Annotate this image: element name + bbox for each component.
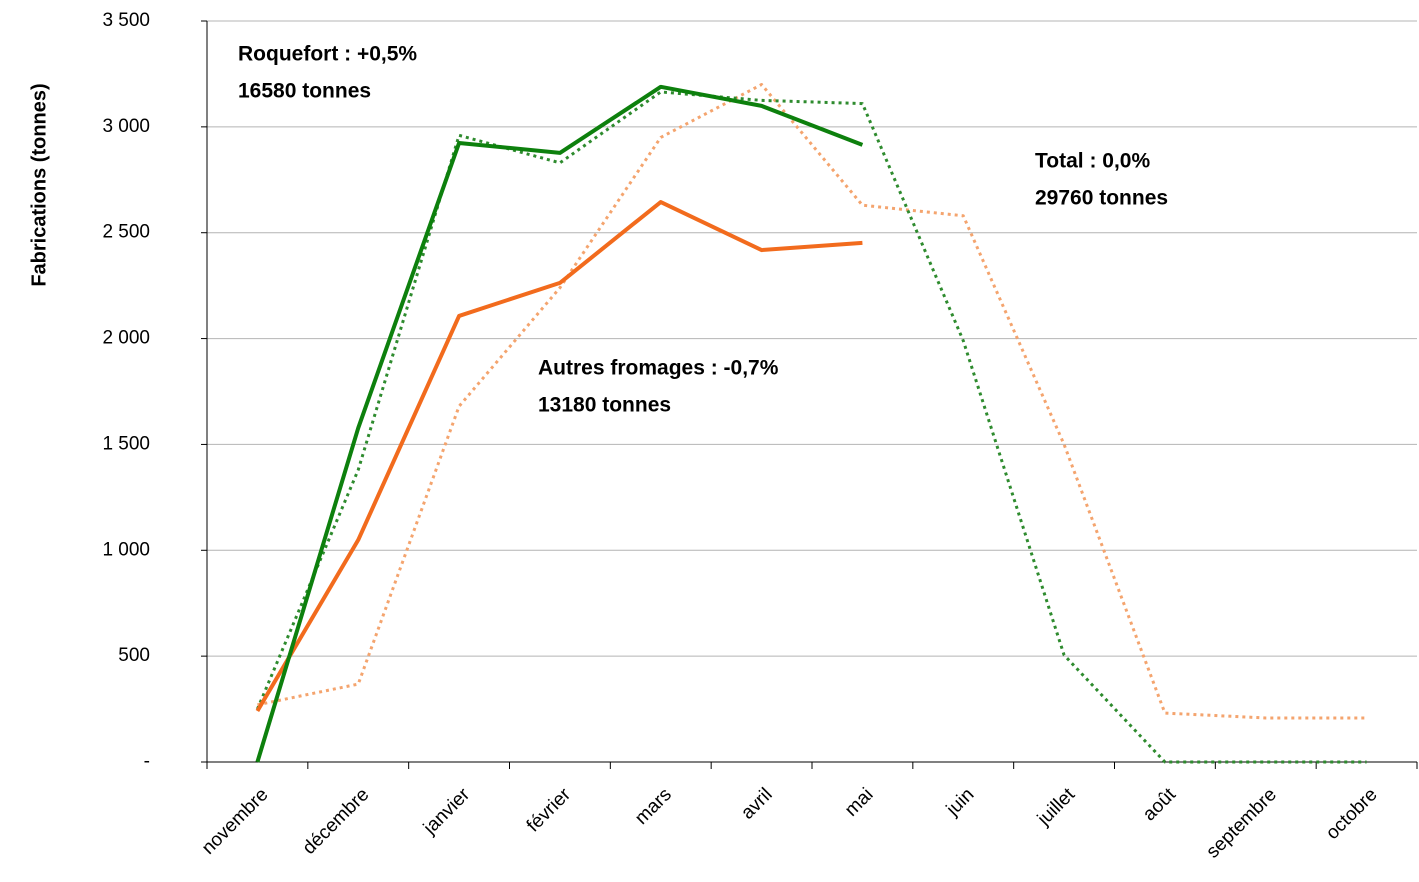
annotation: Autres fromages : -0,7% [538, 357, 779, 380]
x-tick-label: septembre [1202, 784, 1280, 862]
y-tick-label: - [144, 751, 150, 772]
annotation: 16580 tonnes [238, 80, 371, 103]
annotation: Roquefort : +0,5% [238, 43, 417, 66]
x-tick-label: mars [631, 784, 676, 829]
annotation: Total : 0,0% [1035, 150, 1150, 173]
x-tick-label: janvier [419, 784, 475, 840]
x-tick-label: décembre [299, 784, 374, 859]
x-tick-label: novembre [198, 784, 273, 859]
y-tick-label: 1 500 [102, 433, 150, 454]
series-line [257, 83, 1367, 720]
x-tick-label: octobre [1322, 784, 1382, 844]
x-tick-label: février [523, 784, 576, 837]
x-tick-label: avril [737, 784, 776, 823]
y-tick-label: 1 000 [102, 539, 150, 560]
series-line [255, 200, 863, 712]
series-line [256, 90, 1367, 764]
x-tick-label: mai [841, 784, 878, 821]
x-tick-label: août [1139, 784, 1181, 826]
y-tick-label: 3 500 [102, 10, 150, 31]
annotation: 29760 tonnes [1035, 187, 1168, 210]
annotation: 13180 tonnes [538, 394, 671, 417]
y-axis-label: Fabrications (tonnes) [28, 83, 50, 286]
x-tick-label: juin [942, 784, 978, 820]
x-tick-label: juillet [1033, 784, 1080, 831]
y-tick-label: 3 000 [102, 116, 150, 137]
y-tick-label: 500 [118, 645, 150, 666]
series-line [255, 84, 864, 763]
y-tick-label: 2 000 [102, 328, 150, 349]
y-tick-label: 2 500 [102, 222, 150, 243]
